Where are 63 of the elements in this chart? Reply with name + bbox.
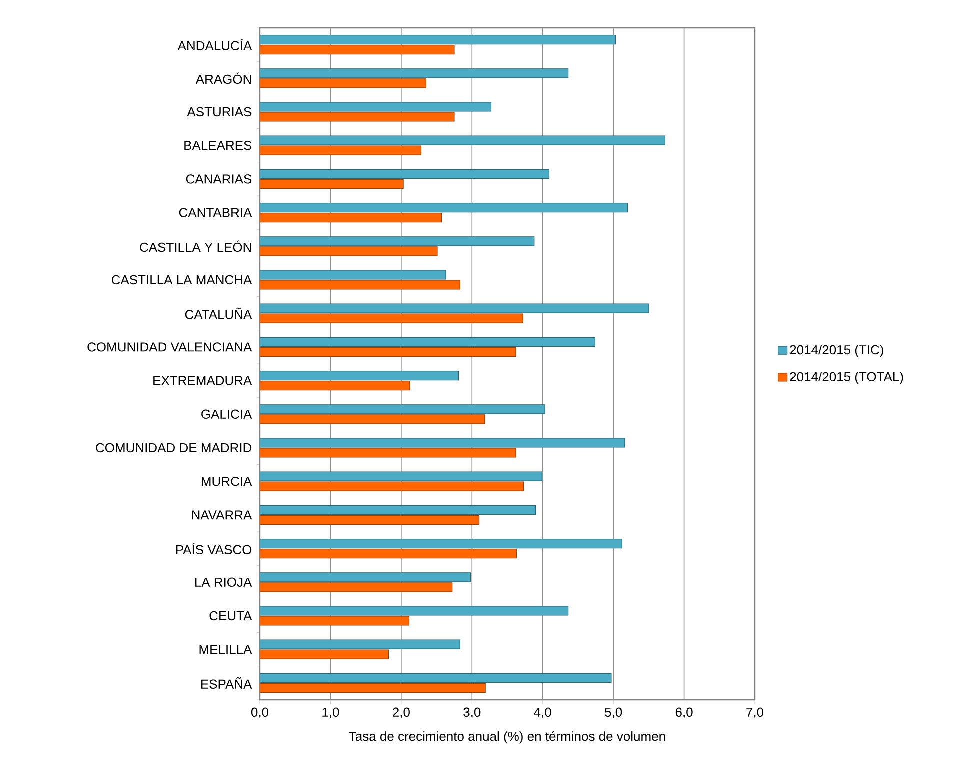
bar bbox=[260, 572, 472, 582]
bar bbox=[260, 68, 569, 78]
bar bbox=[260, 35, 616, 45]
bar bbox=[260, 337, 596, 348]
bar bbox=[260, 246, 438, 256]
y-tick-label: COMUNIDAD VALENCIANA bbox=[88, 342, 252, 352]
bar bbox=[260, 45, 455, 55]
y-tick-label: ASTURIAS bbox=[187, 107, 252, 117]
x-axis-title: Tasa de crecimiento anual (%) en términos de volumen bbox=[349, 731, 666, 744]
y-tick-label: BALEARES bbox=[184, 141, 252, 150]
x-tick-label: 4,0 bbox=[534, 708, 552, 719]
bar bbox=[260, 347, 516, 358]
bar bbox=[260, 203, 628, 213]
bar bbox=[260, 146, 422, 156]
y-tick-label: ESPAÑA bbox=[201, 677, 252, 689]
y-tick-label: ANDALUCÍA bbox=[178, 39, 252, 51]
y-tick-label: CEUTA bbox=[210, 611, 252, 621]
y-tick-label: EXTREMADURA bbox=[154, 376, 252, 386]
y-tick-label: CASTILLA Y LEÓN bbox=[140, 240, 252, 252]
bar bbox=[260, 472, 542, 482]
bar bbox=[260, 179, 404, 190]
bar bbox=[260, 549, 517, 559]
legend-label: 2014/2015 (TOTAL) bbox=[790, 372, 904, 384]
bar bbox=[260, 381, 410, 391]
bar bbox=[260, 539, 622, 549]
legend-label: 2014/2015 (TIC) bbox=[790, 345, 884, 358]
y-tick-label: CANARIAS bbox=[186, 174, 252, 184]
y-tick-label: CASTILLA LA MANCHA bbox=[112, 275, 252, 285]
y-tick-label: NAVARRA bbox=[192, 510, 252, 520]
x-tick-label: 7,0 bbox=[746, 708, 764, 719]
bar bbox=[260, 582, 453, 592]
y-tick-label: LA RIOJA bbox=[195, 578, 252, 588]
x-tick-label: 1,0 bbox=[322, 708, 340, 719]
x-tick-label: 5,0 bbox=[605, 708, 622, 719]
y-tick-label: COMUNIDAD DE MADRID bbox=[96, 443, 252, 453]
x-tick-label: 2,0 bbox=[393, 708, 410, 719]
y-tick-label: MURCIA bbox=[202, 477, 252, 486]
x-tick-label: 6,0 bbox=[676, 708, 693, 719]
bar bbox=[260, 314, 524, 324]
bar bbox=[260, 213, 442, 223]
y-tick-label: ARAGÓN bbox=[196, 72, 252, 84]
bar bbox=[260, 371, 460, 381]
y-tick-label: GALICIA bbox=[202, 410, 252, 420]
bar bbox=[260, 136, 666, 146]
x-tick-label: 0,0 bbox=[251, 708, 269, 719]
bar bbox=[260, 640, 460, 650]
bar bbox=[260, 683, 486, 694]
bar bbox=[260, 650, 390, 660]
bar bbox=[260, 482, 524, 492]
y-tick-label: MELILLA bbox=[200, 645, 252, 654]
y-tick-label: PAÍS VASCO bbox=[176, 543, 252, 555]
bar bbox=[260, 515, 480, 526]
x-tick-label: 3,0 bbox=[464, 708, 481, 719]
bar bbox=[260, 78, 426, 88]
bar bbox=[260, 414, 486, 424]
y-tick-label: CANTABRIA bbox=[179, 208, 252, 218]
y-tick-label: CATALUÑA bbox=[185, 308, 252, 320]
bar bbox=[260, 236, 535, 246]
bar bbox=[260, 505, 536, 516]
bar bbox=[260, 673, 612, 684]
bar bbox=[260, 304, 650, 314]
bar bbox=[260, 169, 550, 180]
bar bbox=[260, 404, 546, 414]
